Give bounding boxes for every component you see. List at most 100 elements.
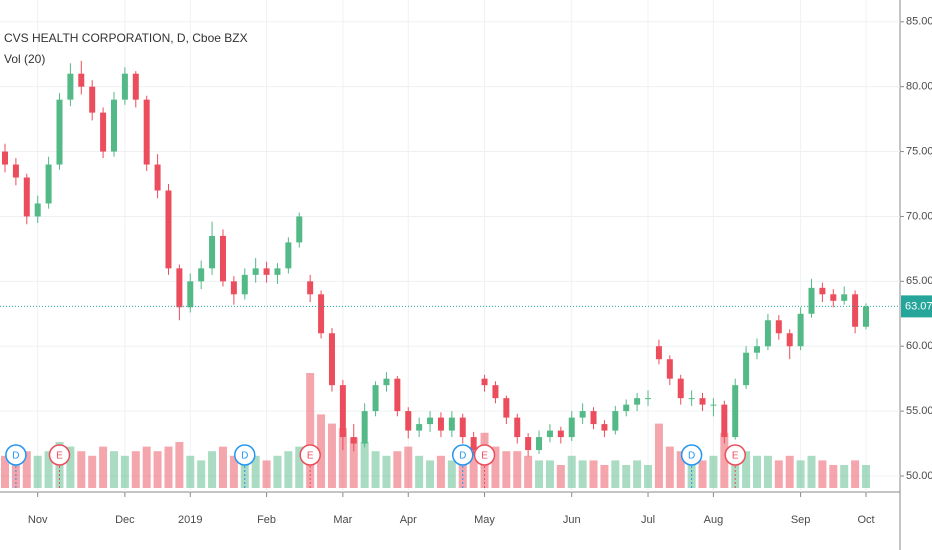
event-label: E: [56, 451, 63, 462]
candle-body: [732, 385, 739, 438]
candle-body: [361, 411, 368, 444]
volume-bar: [622, 465, 631, 488]
volume-bar: [502, 451, 511, 488]
event-marker: [473, 444, 496, 466]
x-tick-label: Dec: [115, 514, 135, 526]
volume-bar: [644, 465, 653, 488]
candle-body: [209, 235, 216, 269]
candle-body: [786, 333, 793, 347]
volume-bar: [763, 455, 772, 488]
candle-body: [612, 411, 619, 431]
y-tick-label: 75.00: [906, 145, 932, 157]
volume-bar: [218, 446, 227, 488]
candle-body: [819, 287, 826, 295]
candle-body: [503, 398, 510, 418]
volume: [1, 373, 870, 488]
candle-body: [45, 164, 52, 204]
candle-body: [350, 437, 357, 444]
x-tick-label: Mar: [333, 514, 352, 526]
candle-body: [852, 294, 859, 327]
candle-body: [481, 378, 488, 386]
candle-body: [754, 346, 761, 353]
candle-body: [372, 385, 379, 412]
candle-body: [427, 417, 434, 425]
volume-bar: [175, 442, 184, 488]
volume-bar: [415, 455, 424, 488]
candle-body: [394, 378, 401, 412]
candle-body: [470, 437, 477, 451]
axes: 50.00 55.00 60.00 65.00 70.00 75.00 80.00 85.00…: [0, 16, 932, 526]
event-marker: [451, 444, 474, 466]
candle-body: [307, 281, 314, 295]
candle-body: [154, 164, 161, 191]
volume-bar: [33, 455, 42, 488]
y-tick-label: 80.00: [906, 81, 932, 93]
candle-body: [536, 437, 543, 451]
candle-body: [274, 268, 281, 275]
volume-bar: [404, 446, 413, 488]
event-label: E: [732, 451, 739, 462]
volume-bar: [393, 451, 402, 488]
candle-body: [841, 294, 848, 301]
candle-body: [699, 398, 706, 405]
event-label: E: [307, 451, 314, 462]
volume-bar: [436, 455, 445, 488]
volume-bar: [109, 451, 118, 488]
x-tick-label: Oct: [857, 514, 874, 526]
candle-body: [590, 411, 597, 425]
volume-bar: [66, 446, 75, 488]
volume-bar: [142, 446, 151, 488]
volume-bar: [676, 451, 685, 488]
volume-bar: [317, 414, 326, 488]
candle-body: [219, 235, 226, 282]
volume-bar: [829, 465, 838, 488]
volume-bar: [665, 446, 674, 488]
volume-bar: [840, 465, 849, 488]
event-marker: [680, 444, 703, 466]
volume-bar: [698, 460, 707, 488]
candle-body: [546, 430, 553, 438]
volume-bar: [785, 455, 794, 488]
volume-bar: [753, 455, 762, 488]
chart-title: CVS HEALTH CORPORATION, D, Cboe BZX: [4, 31, 248, 45]
candle-body: [830, 294, 837, 301]
candle-body: [514, 417, 521, 438]
candle-body: [339, 385, 346, 438]
candle-body: [677, 378, 684, 399]
volume-bar: [469, 446, 478, 488]
y-tick-label: 60.00: [906, 340, 932, 352]
candle-body: [187, 281, 194, 308]
event-marker: [5, 444, 27, 466]
candle-body: [121, 73, 128, 100]
candle-body: [645, 398, 652, 400]
volume-bar: [611, 460, 620, 488]
last-price-box: [901, 295, 932, 318]
volume-bar: [524, 455, 533, 488]
candle-body: [437, 417, 444, 431]
candle-body: [405, 411, 412, 431]
volume-bar: [22, 451, 31, 488]
volume-bar: [556, 465, 565, 488]
volume-bar: [654, 423, 663, 488]
event-marker: [48, 444, 71, 466]
volume-bar: [306, 373, 315, 488]
candle-body: [775, 320, 782, 334]
candle-body: [230, 281, 237, 295]
candle-body: [863, 306, 869, 327]
volume-bar: [153, 451, 162, 488]
candle-body: [743, 352, 750, 386]
volume-bar: [99, 446, 108, 488]
candle-body: [165, 190, 172, 269]
x-tick-label: Sep: [791, 514, 811, 526]
y-tick-label: 65.00: [906, 275, 932, 287]
volume-bar: [633, 460, 642, 488]
volume-bar: [458, 451, 467, 488]
candle-body: [318, 294, 325, 334]
volume-label: Vol (20): [4, 52, 45, 66]
candle-body: [710, 404, 717, 406]
candle-body: [797, 313, 804, 347]
candle-body: [143, 99, 150, 165]
volume-bar: [1, 455, 9, 488]
volume-bar: [338, 428, 347, 488]
